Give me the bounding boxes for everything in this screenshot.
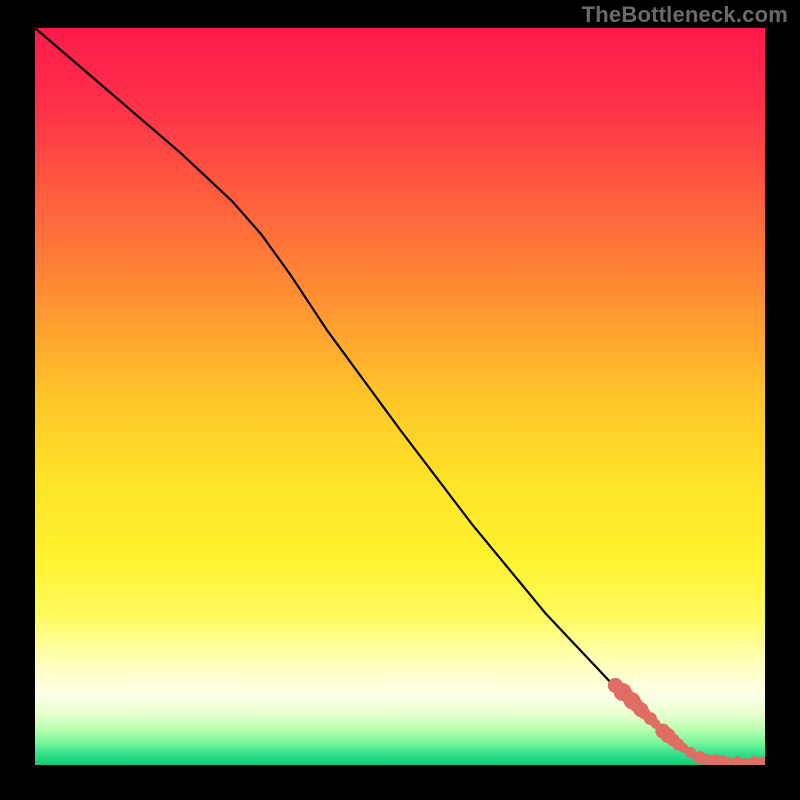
chart-overlay-svg: [35, 28, 765, 765]
trend-line: [35, 28, 765, 763]
plot-area: [35, 28, 765, 765]
watermark-text: TheBottleneck.com: [582, 2, 788, 28]
chart-stage: TheBottleneck.com: [0, 0, 800, 800]
